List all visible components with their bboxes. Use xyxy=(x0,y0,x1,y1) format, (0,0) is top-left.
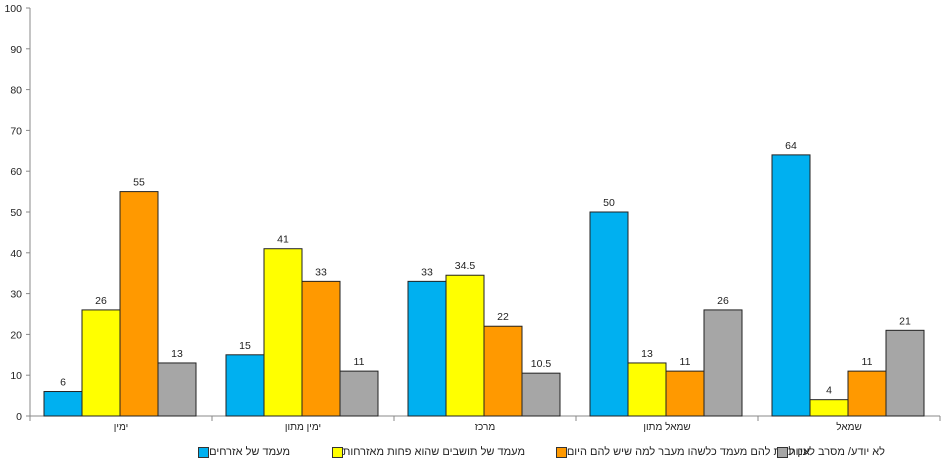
x-axis: ימין ימין מתון מרכז שמאל מתון שמאל xyxy=(29,415,941,433)
category-label: שמאל מתון xyxy=(643,421,690,433)
y-tick-label: 20 xyxy=(10,329,22,341)
data-label: 11 xyxy=(354,356,365,368)
bar xyxy=(339,370,379,417)
y-axis: 0 10 20 30 40 50 60 70 80 90 100 xyxy=(4,3,31,423)
category-label: שמאל xyxy=(836,421,862,433)
data-labels: 6 15 33 50 64 26 41 34.5 13 4 55 33 22 11 11 13 11 10.5 26… xyxy=(60,140,911,397)
y-tick-label: 50 xyxy=(10,207,22,219)
bar xyxy=(885,329,925,417)
y-tick-label: 70 xyxy=(10,125,22,137)
bar xyxy=(627,362,667,417)
legend: מעמד של אזרחים מעמד של תושבים שהוא פחות … xyxy=(0,444,945,460)
y-tick-label: 10 xyxy=(10,370,22,382)
y-tick-label: 40 xyxy=(10,248,22,260)
data-label: 15 xyxy=(239,340,251,352)
data-label: 21 xyxy=(899,315,911,327)
data-label: 26 xyxy=(95,295,107,307)
data-label: 6 xyxy=(60,377,66,389)
legend-item-dont-know: לא יודע/ מסרב לענות xyxy=(771,444,885,460)
bar xyxy=(445,274,485,417)
category-label: ימין xyxy=(114,422,128,433)
data-label: 11 xyxy=(862,356,873,368)
data-label: 34.5 xyxy=(455,260,476,272)
category-label: מרכז xyxy=(475,422,496,433)
bar xyxy=(809,399,849,417)
data-label: 41 xyxy=(277,234,289,246)
data-label: 10.5 xyxy=(531,358,552,370)
data-label: 13 xyxy=(171,348,183,360)
bars xyxy=(43,154,925,417)
legend-swatch-residents xyxy=(331,446,343,458)
data-label: 33 xyxy=(315,266,327,278)
data-label: 33 xyxy=(421,266,433,278)
data-label: 22 xyxy=(497,311,509,323)
bar xyxy=(263,248,303,417)
legend-swatch-citizens xyxy=(198,446,210,458)
data-label: 11 xyxy=(680,356,691,368)
bar xyxy=(43,391,83,417)
bar xyxy=(407,280,447,417)
bar xyxy=(119,191,159,417)
y-tick-label: 80 xyxy=(10,85,22,97)
bar xyxy=(771,154,811,417)
data-label: 55 xyxy=(133,177,145,189)
data-label: 50 xyxy=(603,197,615,209)
legend-swatch-no-status xyxy=(555,446,567,458)
bar xyxy=(301,280,341,417)
y-tick-label: 60 xyxy=(10,166,22,178)
data-label: 4 xyxy=(826,385,832,397)
bar xyxy=(703,309,743,417)
bar xyxy=(81,309,121,417)
legend-label-dont-know: לא יודע/ מסרב לענות xyxy=(788,446,885,458)
y-tick-label: 100 xyxy=(4,3,22,15)
bar xyxy=(521,372,561,417)
legend-item-residents: מעמד של תושבים שהוא פחות מאזרחות xyxy=(326,444,525,460)
legend-swatch-dont-know xyxy=(777,446,789,458)
bar-chart: 0 10 20 30 40 50 60 70 80 90 100 ימין ימין מתון מרכז… xyxy=(4,3,941,433)
data-label: 26 xyxy=(717,295,729,307)
bar xyxy=(847,370,887,417)
legend-label-no-status: אין לתת להם מעמד כלשהו מעבר למה שיש להם … xyxy=(566,446,810,458)
category-label: ימין מתון xyxy=(285,422,321,433)
y-tick-label: 90 xyxy=(10,44,22,56)
bar xyxy=(665,370,705,417)
data-label: 13 xyxy=(641,348,653,360)
bar xyxy=(589,211,629,417)
bar xyxy=(157,362,197,417)
legend-item-citizens: מעמד של אזרחים xyxy=(192,444,290,460)
legend-item-no-status: אין לתת להם מעמד כלשהו מעבר למה שיש להם … xyxy=(550,444,810,460)
data-label: 64 xyxy=(785,140,797,152)
legend-label-citizens: מעמד של אזרחים xyxy=(209,446,290,458)
bar xyxy=(483,325,523,417)
legend-label-residents: מעמד של תושבים שהוא פחות מאזרחות xyxy=(342,446,525,458)
bar xyxy=(225,354,265,417)
y-tick-label: 0 xyxy=(16,411,22,423)
y-tick-label: 30 xyxy=(10,289,22,301)
